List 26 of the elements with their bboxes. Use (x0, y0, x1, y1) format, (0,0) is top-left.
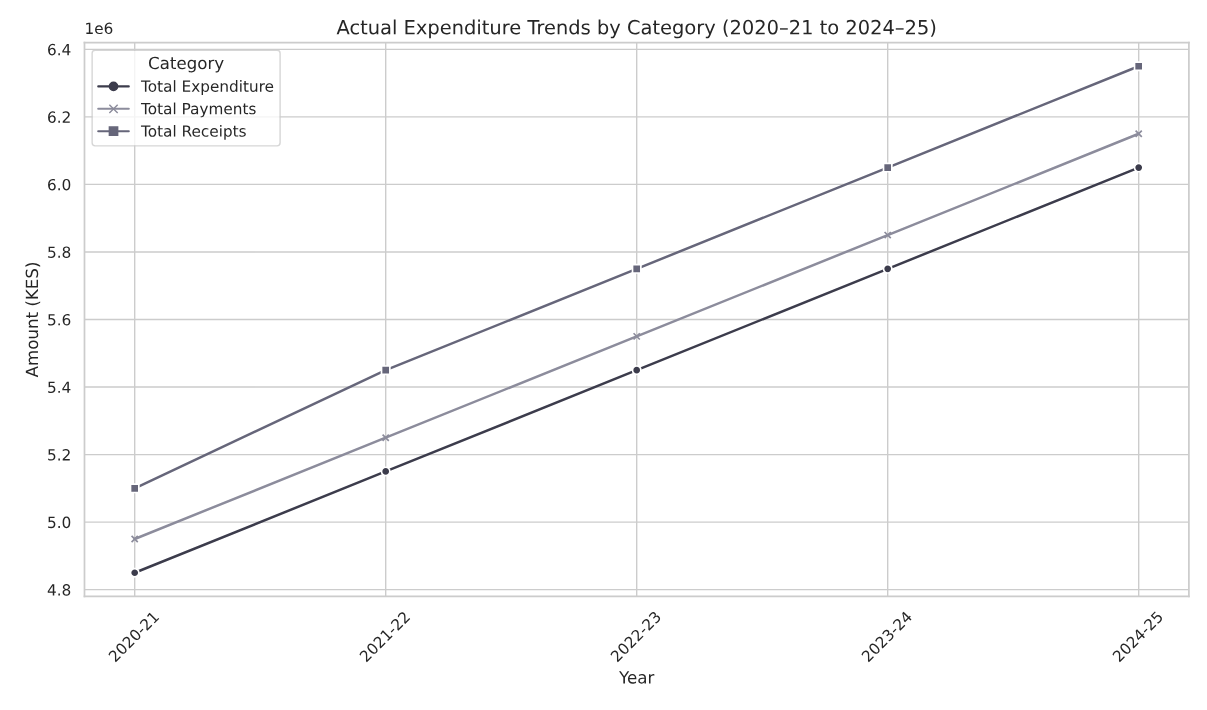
text: 1e6 (86, 22, 113, 35)
legend-label: Total Expenditure (140, 80, 274, 95)
y-tick-label: 5.4 (48, 381, 71, 394)
point (882, 162, 893, 173)
point (631, 263, 642, 274)
y-tick-label: 6.2 (48, 111, 70, 123)
chart-title: Actual Expenditure Trends by Category (2020–21 to 2024–25) (336, 19, 936, 39)
y-tick-label: 5.6 (48, 313, 71, 326)
y-tick-label: 4.8 (47, 584, 71, 596)
point (882, 263, 893, 274)
point (1134, 129, 1143, 138)
point (632, 332, 641, 341)
point (381, 433, 390, 442)
legend-label: Total Payments (140, 102, 256, 118)
y-tick-label: 5.0 (48, 516, 71, 529)
y-tick-label: 6.4 (48, 43, 71, 56)
legend-label: Total Receipts (140, 124, 246, 140)
point (380, 466, 391, 477)
legend-title: Category (148, 56, 224, 73)
y-tick-label: 6.0 (48, 178, 71, 191)
point (631, 365, 642, 376)
x-axis-title: Year (619, 671, 655, 684)
y-tick-label: 5.8 (48, 246, 71, 258)
y-tick-label: 5.2 (48, 449, 70, 461)
point (380, 365, 391, 376)
y-axis-title: Amount (KES) (25, 263, 41, 378)
